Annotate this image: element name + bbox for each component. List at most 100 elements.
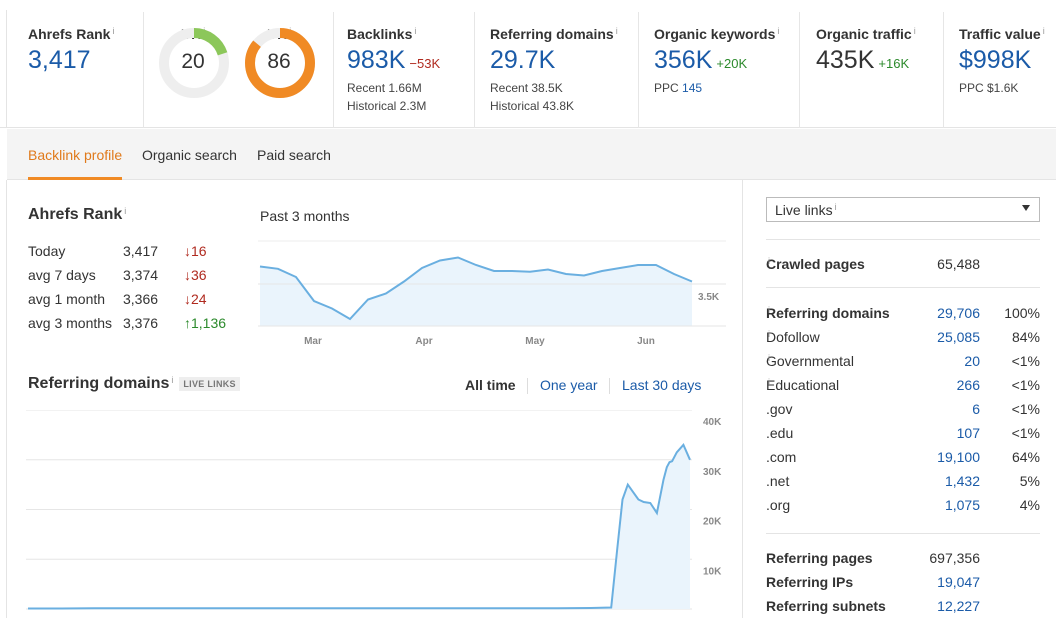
rank-row-value: 3,366	[123, 291, 159, 307]
info-icon[interactable]: i	[768, 256, 770, 266]
info-icon[interactable]: i	[768, 305, 770, 315]
domain-row: .com 19,100 64%	[766, 449, 1040, 465]
backlinks-delta: −53K	[409, 56, 441, 71]
stat-row-label: Referring IPs	[766, 574, 854, 590]
domain-row-value[interactable]: 19,100	[937, 449, 980, 465]
live-links-badge: LIVE LINKS	[179, 376, 240, 391]
refdomains-value[interactable]: 29.7K	[490, 46, 556, 74]
backlinks-value: 983K −53K	[347, 46, 440, 75]
organic-traffic-value: 435K +16K	[816, 46, 909, 75]
organic-keywords-value: 356K +20K	[654, 46, 747, 75]
range-last-30-days[interactable]: Last 30 days	[622, 377, 702, 393]
domain-row-value[interactable]: 29,706	[937, 305, 980, 321]
stat-row-value[interactable]: 12,227	[937, 598, 980, 614]
active-tab-underline	[28, 177, 122, 180]
refdomains-y-tick: 10K	[703, 566, 722, 577]
divider	[943, 12, 944, 128]
crawled-pages-row: Crawled pages i 65,488	[766, 256, 980, 272]
tab-paid-search[interactable]: Paid search	[257, 147, 331, 163]
ur-value[interactable]: 20	[181, 50, 205, 73]
info-icon[interactable]: i	[112, 26, 115, 36]
rank-section-title: Ahrefs Rank i	[28, 206, 127, 223]
info-icon[interactable]: i	[768, 329, 770, 339]
right-panel-separator	[766, 239, 1040, 240]
traffic-value-ppc: PPC $1.6K	[959, 81, 1019, 95]
rank-x-tick: Mar	[304, 336, 322, 347]
rank-row-value: 3,417	[123, 243, 159, 259]
organic-keywords-number[interactable]: 356K	[654, 46, 713, 74]
dr-value[interactable]: 86	[267, 50, 291, 73]
domain-row-percent: 100%	[1004, 305, 1040, 321]
ppc-keywords-link[interactable]: 145	[682, 81, 703, 95]
rank-row-7days: avg 7 days 3,374 ↓36	[28, 267, 248, 287]
info-icon[interactable]: i	[615, 26, 618, 36]
info-icon[interactable]: i	[414, 26, 417, 36]
rank-row-change: ↓16	[184, 243, 207, 259]
report-tabs: Backlink profile Organic search Paid sea…	[7, 129, 1056, 180]
traffic-value-value[interactable]: $998K	[959, 46, 1032, 74]
ahrefs-rank-value[interactable]: 3,417	[28, 46, 91, 74]
links-filter-dropdown[interactable]: Live links i	[766, 197, 1040, 222]
rank-x-tick: Apr	[415, 336, 432, 347]
domain-row-value[interactable]: 25,085	[937, 329, 980, 345]
info-icon[interactable]: i	[834, 202, 837, 212]
stat-row-value[interactable]: 19,047	[937, 574, 980, 590]
info-icon[interactable]: i	[768, 353, 770, 363]
domain-row-percent: 5%	[1019, 473, 1040, 489]
info-icon[interactable]: i	[1042, 26, 1045, 36]
domain-row-percent: <1%	[1011, 425, 1040, 441]
rank-row-change: ↓36	[184, 267, 207, 283]
info-icon[interactable]: i	[768, 377, 770, 387]
metrics-bar: Ahrefs Rank i 3,417 UR i 20 DR i 86 Backlin…	[0, 0, 1056, 128]
domain-row-value[interactable]: 20	[964, 353, 980, 369]
rank-chart[interactable]: 3.5K Mar Apr May Jun	[258, 236, 728, 348]
left-edge	[6, 180, 7, 618]
rank-x-tick: Jun	[637, 336, 655, 347]
crawled-pages-value: 65,488	[937, 256, 980, 272]
range-one-year[interactable]: One year	[540, 377, 598, 393]
tab-backlink-profile[interactable]: Backlink profile	[28, 147, 123, 163]
domain-row-percent: <1%	[1011, 353, 1040, 369]
ur-donut	[159, 28, 229, 98]
rank-row-1month: avg 1 month 3,366 ↓24	[28, 291, 248, 311]
rank-row-3months: avg 3 months 3,376 ↑1,136	[28, 315, 248, 335]
domain-row: Governmental i 20 <1%	[766, 353, 1040, 369]
divider	[333, 12, 334, 128]
organic-keywords-ppc: PPC 145	[654, 81, 703, 95]
dropdown-selected: Live links	[775, 202, 833, 218]
panel-divider	[742, 180, 743, 618]
traffic-value-title: Traffic value i	[959, 26, 1045, 42]
refdomains-chart[interactable]: 10K 20K 30K 40K	[26, 410, 738, 618]
domain-row: .org 1,075 4%	[766, 497, 1040, 513]
divider	[474, 12, 475, 128]
domain-row-value[interactable]: 107	[956, 425, 980, 441]
rank-area	[260, 257, 692, 326]
domain-row-value[interactable]: 1,432	[944, 473, 980, 489]
refdomains-historical: Historical 43.8K	[490, 99, 575, 113]
domain-row-value[interactable]: 266	[956, 377, 980, 393]
range-all-time[interactable]: All time	[465, 377, 516, 393]
backlinks-number[interactable]: 983K	[347, 46, 406, 74]
stat-row: Referring pages 697,356	[766, 550, 1040, 570]
domain-row: Educational i 266 <1%	[766, 377, 1040, 393]
domain-row: Dofollow i 25,085 84%	[766, 329, 1040, 345]
info-icon[interactable]: i	[913, 26, 916, 36]
domain-row: .edu 107 <1%	[766, 425, 1040, 441]
domain-row: .gov 6 <1%	[766, 401, 1040, 417]
left-edge	[6, 10, 7, 128]
domain-row-value[interactable]: 6	[972, 401, 980, 417]
right-panel-separator	[766, 287, 1040, 288]
info-icon[interactable]: i	[171, 375, 174, 385]
stat-row-value: 697,356	[929, 550, 980, 566]
rank-row-change: ↓24	[184, 291, 207, 307]
chevron-down-icon	[1022, 205, 1030, 211]
organic-traffic-number[interactable]: 435K	[816, 46, 875, 74]
domain-row-percent: 64%	[1011, 449, 1040, 465]
domain-row-percent: <1%	[1011, 377, 1040, 393]
tab-organic-search[interactable]: Organic search	[142, 147, 237, 163]
info-icon[interactable]: i	[124, 206, 127, 216]
domain-row: .net 1,432 5%	[766, 473, 1040, 489]
info-icon[interactable]: i	[777, 26, 780, 36]
rank-row-value: 3,374	[123, 267, 159, 283]
domain-row-value[interactable]: 1,075	[944, 497, 980, 513]
